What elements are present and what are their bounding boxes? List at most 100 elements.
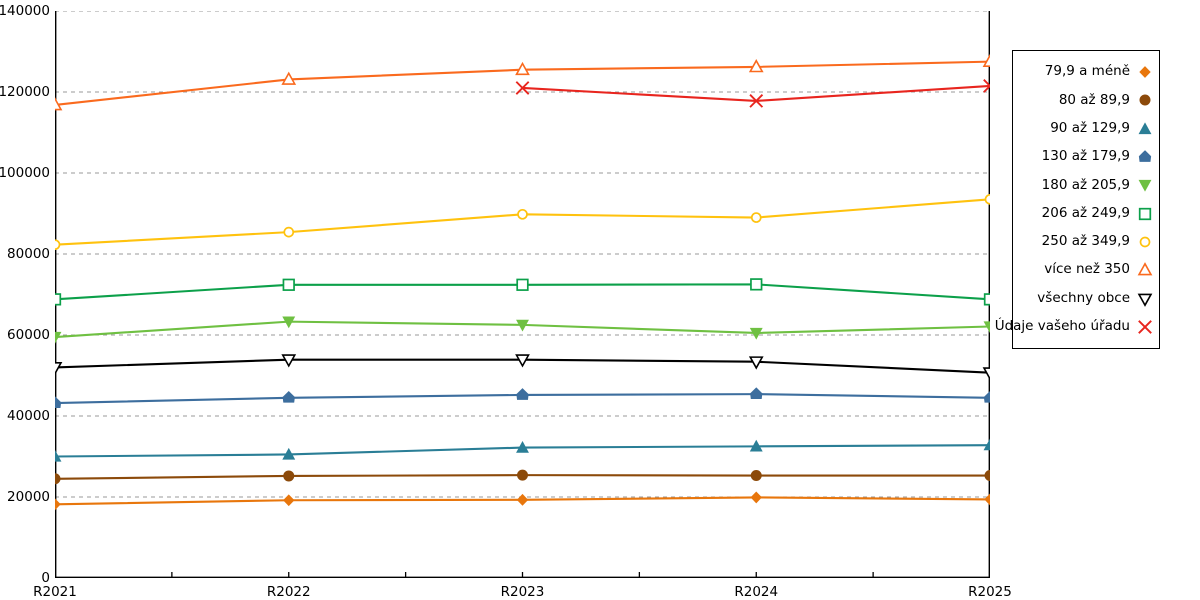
marker-circle-open: [1139, 236, 1151, 248]
x-axis-tick-label-R2024: R2024: [734, 584, 779, 600]
y-axis-tick-label: 80000: [7, 246, 50, 262]
marker-triangle-down-open: [281, 354, 297, 368]
chart-svg: [55, 11, 990, 578]
legend-item-label: všechny obce: [1037, 289, 1130, 306]
marker-diamond: [55, 498, 61, 511]
plot-area: [55, 11, 990, 578]
y-axis-tick-label: 20000: [7, 489, 50, 505]
legend-item-label: 79,9 a méně: [1044, 63, 1130, 80]
legend-item-0[interactable]: 79,9 a méně: [1017, 58, 1153, 86]
marker-pentagon: [55, 396, 62, 408]
marker-circle: [1139, 94, 1151, 106]
data-point-triangle-down-open: [1137, 293, 1153, 307]
legend-item-label: Údaje vašeho úřadu: [994, 318, 1130, 335]
marker-cross: [749, 94, 764, 108]
x-axis-tick-label-R2023: R2023: [500, 584, 545, 600]
series-5-point-3: [750, 278, 763, 291]
series-1-point-3: [750, 470, 762, 482]
marker-triangle-up: [516, 440, 529, 453]
data-point-pentagon: [1138, 150, 1152, 162]
legend-item-6[interactable]: 250 až 349,9: [1017, 228, 1153, 256]
series-7-point-0: [55, 97, 63, 111]
y-axis-labels: 0 20000 40000 60000 80000 100000 120000 140000: [0, 0, 50, 600]
series-5-point-4: [983, 293, 990, 306]
legend-marker-triangle-down-open-icon: [1137, 293, 1153, 307]
marker-square-open: [1138, 207, 1152, 220]
series-0-point-4: [984, 493, 990, 506]
y-axis-tick-label: 100000: [0, 165, 50, 181]
marker-circle-open: [55, 239, 61, 251]
series-4-point-0: [55, 331, 62, 344]
marker-triangle-down-open: [55, 361, 63, 376]
marker-triangle-down-open: [748, 356, 764, 370]
series-2-point-1: [282, 447, 296, 460]
marker-diamond: [1139, 66, 1151, 79]
series-7-point-1: [281, 71, 297, 85]
series-0-point-1: [283, 494, 295, 507]
series-6-point-0: [55, 239, 61, 251]
marker-pentagon: [750, 387, 763, 400]
series-5-point-0: [55, 293, 62, 306]
legend-item-4[interactable]: 180 až 205,9: [1017, 171, 1153, 199]
marker-triangle-up: [749, 439, 763, 452]
data-point-diamond: [1139, 66, 1151, 79]
series-7-point-3: [748, 59, 764, 73]
y-axis-tick-label: 40000: [7, 408, 50, 424]
marker-diamond: [516, 493, 529, 506]
marker-triangle-open: [55, 97, 63, 111]
data-point-triangle-up: [1138, 122, 1152, 134]
marker-triangle-down: [516, 319, 529, 332]
legend-item-3[interactable]: 130 až 179,9: [1017, 143, 1153, 171]
series-2-point-3: [749, 439, 763, 452]
data-point-triangle-down: [1138, 180, 1152, 192]
legend-item-label: 180 až 205,9: [1041, 176, 1130, 193]
series-1-point-1: [283, 470, 295, 482]
data-point-circle-open: [1139, 236, 1151, 248]
x-axis-tick-label-R2021: R2021: [33, 584, 77, 600]
legend-item-8[interactable]: všechny obce: [1017, 284, 1153, 312]
marker-square-open: [983, 293, 990, 306]
data-point-triangle-open: [1137, 262, 1153, 276]
marker-triangle-down: [1138, 180, 1152, 192]
marker-pentagon: [1138, 150, 1152, 162]
marker-cross-b: [1138, 319, 1152, 334]
legend-item-7[interactable]: více než 350: [1017, 256, 1153, 284]
legend-item-label: 130 až 179,9: [1041, 148, 1130, 165]
marker-cross: [983, 79, 990, 93]
series-1-point-2: [517, 469, 528, 481]
series-1-point-4: [984, 470, 990, 482]
data-point-square-open: [1138, 207, 1152, 220]
legend-item-1[interactable]: 80 až 89,9: [1017, 86, 1153, 114]
marker-triangle-open: [1137, 262, 1153, 276]
marker-triangle-open: [982, 53, 990, 68]
series-4-point-2: [516, 319, 529, 332]
series-8-point-2: [515, 354, 530, 368]
series-5-point-2: [516, 278, 529, 291]
legend-marker-circle-open-icon: [1139, 236, 1151, 248]
marker-diamond: [283, 494, 295, 507]
series-6-point-2: [517, 208, 528, 220]
legend-item-5[interactable]: 206 až 249,9: [1017, 199, 1153, 227]
y-axis-tick-label: 60000: [7, 327, 50, 343]
marker-triangle-open: [748, 59, 764, 73]
legend-item-label: 80 až 89,9: [1058, 91, 1130, 108]
series-6-point-3: [750, 212, 762, 223]
y-axis-tick-label: 0: [41, 570, 50, 586]
series-8-point-4: [982, 367, 990, 381]
marker-pentagon: [516, 388, 529, 400]
series-4-point-1: [282, 316, 296, 329]
marker-circle: [750, 470, 762, 482]
legend-item-label: 90 až 129,9: [1050, 119, 1130, 136]
y-axis-tick-label: 120000: [0, 84, 50, 100]
legend-item-label: 250 až 349,9: [1041, 233, 1130, 250]
marker-triangle-open: [515, 61, 530, 76]
legend-marker-triangle-open-icon: [1137, 262, 1153, 276]
marker-circle: [283, 470, 295, 482]
legend-item-2[interactable]: 90 až 129,9: [1017, 115, 1153, 143]
legend-item-9[interactable]: Údaje vašeho úřadu: [995, 313, 1153, 341]
legend-marker-square-open-icon: [1138, 207, 1152, 220]
legend-marker-circle-icon: [1139, 94, 1151, 106]
legend-marker-diamond-icon: [1139, 66, 1151, 79]
series-3-point-1: [282, 390, 295, 403]
marker-circle-open: [283, 226, 295, 238]
